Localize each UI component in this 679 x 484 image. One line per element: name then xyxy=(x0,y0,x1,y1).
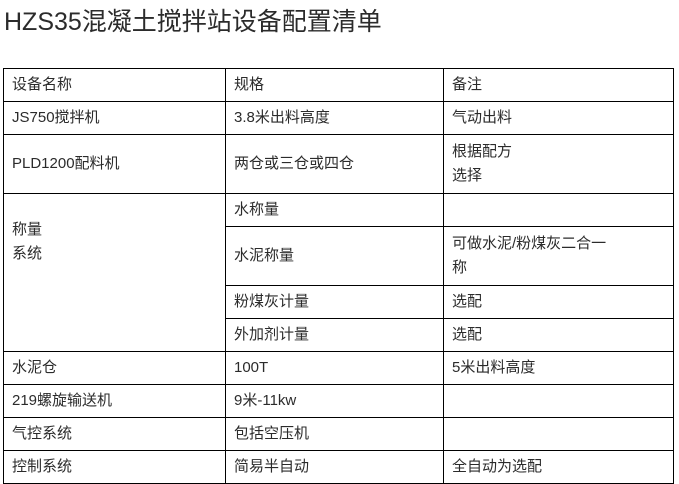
table-row: 粉煤灰计量 选配 xyxy=(4,285,674,319)
cell-specification: 3.8米出料高度 xyxy=(225,101,444,135)
column-header-equipment-name: 设备名称 xyxy=(3,68,226,102)
cell-remark: 根据配方 选择 xyxy=(443,134,674,194)
cell-remark-line-2: 称 xyxy=(452,259,468,276)
cell-group-line-1: 称量 xyxy=(12,221,43,238)
cell-remark: 5米出料高度 xyxy=(443,351,674,385)
cell-remark xyxy=(443,193,674,227)
table-row: 控制系统 简易半自动 全自动为选配 xyxy=(3,450,674,484)
cell-equipment-group-weighing-system: 称量 系统 xyxy=(3,193,226,352)
column-header-specification: 规格 xyxy=(225,68,444,102)
cell-specification: 水称量 xyxy=(225,193,444,227)
cell-remark-line-1: 可做水泥/粉煤灰二合一 xyxy=(452,235,607,252)
cell-equipment-name: 水泥仓 xyxy=(3,351,226,385)
cell-specification: 100T xyxy=(225,351,444,385)
cell-group-line-2: 系统 xyxy=(12,245,43,262)
cell-remark xyxy=(443,384,674,418)
cell-equipment-name: PLD1200配料机 xyxy=(3,134,226,194)
table-row: 气控系统 包括空压机 xyxy=(3,417,674,451)
cell-specification: 粉煤灰计量 xyxy=(225,285,444,319)
cell-remark: 可做水泥/粉煤灰二合一 称 xyxy=(443,226,674,286)
table-row: 219螺旋输送机 9米-11kw xyxy=(3,384,674,418)
cell-specification: 两仓或三仓或四仓 xyxy=(225,134,444,194)
cell-remark: 气动出料 xyxy=(443,101,674,135)
cell-equipment-name: JS750搅拌机 xyxy=(3,101,226,135)
equipment-configuration-table: 设备名称 规格 备注 JS750搅拌机 3.8米出料高度 气动出料 PLD120… xyxy=(3,68,674,484)
column-header-remark: 备注 xyxy=(443,68,674,102)
cell-specification: 外加剂计量 xyxy=(225,318,444,352)
cell-remark: 全自动为选配 xyxy=(443,450,674,484)
table-header-row: 设备名称 规格 备注 xyxy=(3,68,674,102)
cell-remark xyxy=(443,417,674,451)
table-row: JS750搅拌机 3.8米出料高度 气动出料 xyxy=(3,101,674,135)
table-row: PLD1200配料机 两仓或三仓或四仓 根据配方 选择 xyxy=(3,134,674,194)
cell-remark: 选配 xyxy=(443,285,674,319)
cell-specification: 9米-11kw xyxy=(225,384,444,418)
cell-equipment-name: 219螺旋输送机 xyxy=(3,384,226,418)
cell-remark: 选配 xyxy=(443,318,674,352)
table-row: 水泥称量 可做水泥/粉煤灰二合一 称 xyxy=(4,226,674,286)
cell-specification: 简易半自动 xyxy=(225,450,444,484)
table-row: 外加剂计量 选配 xyxy=(4,318,674,352)
cell-remark-line-1: 根据配方 xyxy=(452,143,513,160)
table-row: 称量 系统 水称量 xyxy=(3,193,674,352)
page-title: HZS35混凝土搅拌站设备配置清单 xyxy=(4,8,382,36)
cell-equipment-name: 控制系统 xyxy=(3,450,226,484)
cell-equipment-name: 气控系统 xyxy=(3,417,226,451)
cell-specification: 水泥称量 xyxy=(225,226,444,286)
cell-remark-line-2: 选择 xyxy=(452,167,483,184)
table-row: 水泥仓 100T 5米出料高度 xyxy=(3,351,674,385)
cell-specification: 包括空压机 xyxy=(225,417,444,451)
